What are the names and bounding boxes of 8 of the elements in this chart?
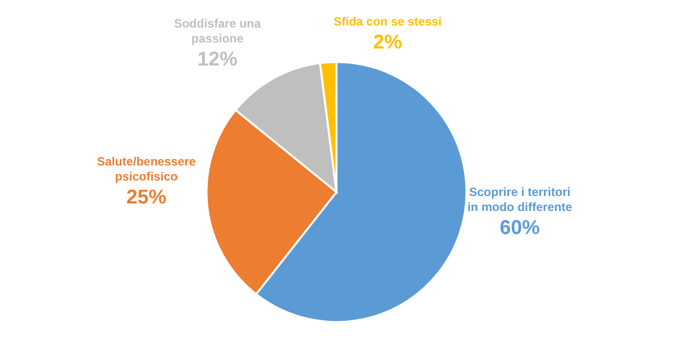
- slice-label: Scoprire i territori in modo differente: [467, 184, 572, 214]
- data-label: 12%: [197, 48, 238, 71]
- data-label: 2%: [373, 31, 402, 54]
- data-label: 60%: [500, 216, 540, 239]
- slice-label: Salute/benessere psicofisico: [97, 154, 196, 184]
- slice-label: Soddisfare una passione: [174, 16, 262, 46]
- data-label: 25%: [126, 186, 167, 209]
- slice-label: Sfida con se stessi: [334, 14, 442, 28]
